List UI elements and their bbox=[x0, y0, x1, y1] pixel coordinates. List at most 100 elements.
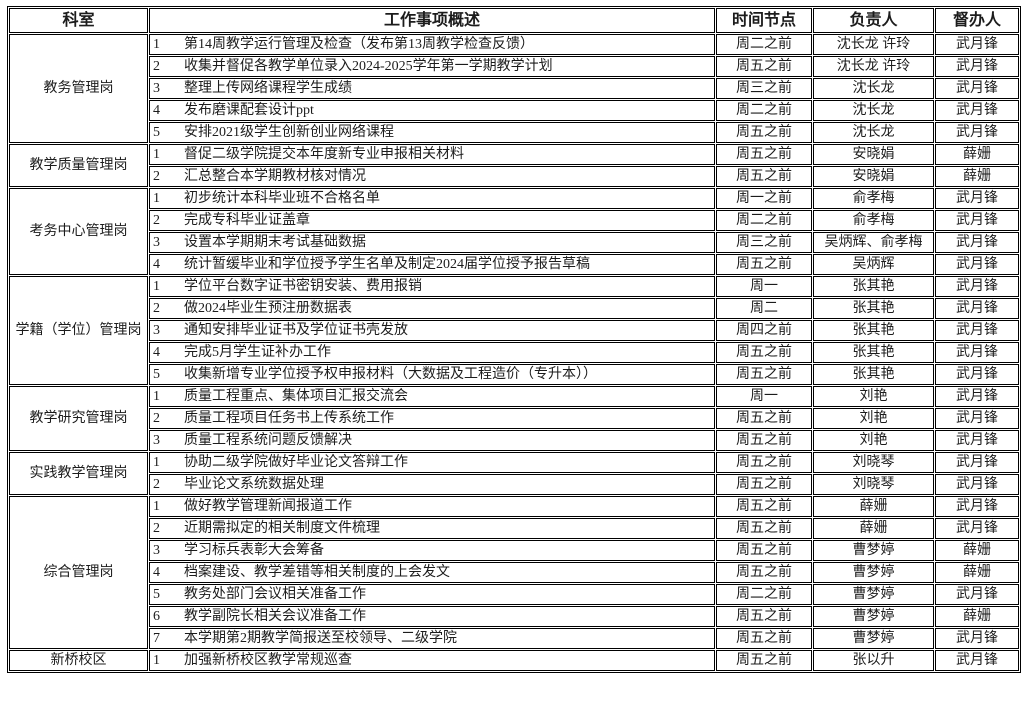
supervisor-cell: 薛姗 bbox=[935, 144, 1019, 165]
item-number: 2 bbox=[153, 300, 160, 316]
owner-cell: 曹梦婷 bbox=[813, 628, 934, 649]
table-row: 2 质量工程项目任务书上传系统工作 周五之前 刘艳 武月锋 bbox=[9, 408, 1019, 429]
item-description: 收集新增专业学位授予权申报材料（大数据及工程造价（专升本）） bbox=[184, 366, 597, 382]
time-node-cell: 周五之前 bbox=[716, 562, 812, 583]
item-number: 4 bbox=[153, 564, 160, 580]
owner-cell: 安晓娟 bbox=[813, 144, 934, 165]
work-item-cell: 7 本学期第2期教学简报送至校领导、二级学院 bbox=[149, 628, 715, 649]
work-item-cell: 6 教学副院长相关会议准备工作 bbox=[149, 606, 715, 627]
table-row: 7 本学期第2期教学简报送至校领导、二级学院 周五之前 曹梦婷 武月锋 bbox=[9, 628, 1019, 649]
time-node-cell: 周一之前 bbox=[716, 188, 812, 209]
item-description: 教务处部门会议相关准备工作 bbox=[184, 586, 366, 602]
item-number: 5 bbox=[153, 586, 160, 602]
item-number: 1 bbox=[153, 36, 160, 52]
item-description: 质量工程系统问题反馈解决 bbox=[184, 432, 352, 448]
table-row: 3 质量工程系统问题反馈解决 周五之前 刘艳 武月锋 bbox=[9, 430, 1019, 451]
work-item-cell: 1 初步统计本科毕业班不合格名单 bbox=[149, 188, 715, 209]
table-row: 实践教学管理岗 1 协助二级学院做好毕业论文答辩工作 周五之前 刘晓琴 武月锋 bbox=[9, 452, 1019, 495]
item-description: 质量工程项目任务书上传系统工作 bbox=[184, 410, 394, 426]
item-number: 1 bbox=[153, 190, 160, 206]
table-row: 5 安排2021级学生创新创业网络课程 周五之前 沈长龙 武月锋 bbox=[9, 122, 1019, 143]
item-description: 学位平台数字证书密钥安装、费用报销 bbox=[184, 278, 422, 294]
owner-cell: 沈长龙 bbox=[813, 100, 934, 121]
table-body: 教务管理岗 1 第14周教学运行管理及检查（发布第13周教学检查反馈） 周二之前 沈长龙… bbox=[9, 34, 1019, 671]
time-node-cell: 周四之前 bbox=[716, 320, 812, 341]
work-item-cell: 3 设置本学期期末考试基础数据 bbox=[149, 232, 715, 253]
owner-cell: 沈长龙 bbox=[813, 78, 934, 99]
item-number: 1 bbox=[153, 454, 160, 470]
table-row: 2 近期需拟定的相关制度文件梳理 周五之前 薛姗 武月锋 bbox=[9, 518, 1019, 539]
item-description: 发布磨课配套设计ppt bbox=[184, 102, 314, 118]
item-number: 2 bbox=[153, 168, 160, 184]
time-node-cell: 周五之前 bbox=[716, 496, 812, 517]
work-item-cell: 3 通知安排毕业证书及学位证书壳发放 bbox=[149, 320, 715, 341]
column-header-time-node: 时间节点 bbox=[716, 8, 812, 33]
supervisor-cell: 武月锋 bbox=[935, 430, 1019, 451]
item-number: 6 bbox=[153, 608, 160, 624]
time-node-cell: 周五之前 bbox=[716, 144, 812, 165]
item-description: 质量工程重点、集体项目汇报交流会 bbox=[184, 388, 408, 404]
time-node-cell: 周一 bbox=[716, 386, 812, 407]
item-description: 档案建设、教学差错等相关制度的上会发文 bbox=[184, 564, 450, 580]
department-cell: 新桥校区 bbox=[9, 650, 148, 671]
item-number: 3 bbox=[153, 542, 160, 558]
department-cell: 教学研究管理岗 bbox=[9, 386, 148, 451]
owner-cell: 曹梦婷 bbox=[813, 606, 934, 627]
item-number: 3 bbox=[153, 234, 160, 250]
item-description: 加强新桥校区教学常规巡查 bbox=[184, 652, 352, 668]
table-row: 6 教学副院长相关会议准备工作 周五之前 曹梦婷 薛姗 bbox=[9, 606, 1019, 627]
time-node-cell: 周五之前 bbox=[716, 606, 812, 627]
work-item-cell: 1 协助二级学院做好毕业论文答辩工作 bbox=[149, 452, 715, 473]
item-description: 完成5月学生证补办工作 bbox=[184, 344, 331, 360]
time-node-cell: 周五之前 bbox=[716, 518, 812, 539]
time-node-cell: 周五之前 bbox=[716, 56, 812, 77]
work-item-cell: 4 统计暂缓毕业和学位授予学生名单及制定2024届学位授予报告草稿 bbox=[149, 254, 715, 275]
table-row: 3 整理上传网络课程学生成绩 周三之前 沈长龙 武月锋 bbox=[9, 78, 1019, 99]
work-item-cell: 5 收集新增专业学位授予权申报材料（大数据及工程造价（专升本）） bbox=[149, 364, 715, 385]
table-row: 教学研究管理岗 1 质量工程重点、集体项目汇报交流会 周一 刘艳 武月锋 bbox=[9, 386, 1019, 451]
owner-cell: 刘艳 bbox=[813, 386, 934, 407]
item-number: 7 bbox=[153, 630, 160, 646]
supervisor-cell: 武月锋 bbox=[935, 122, 1019, 143]
item-number: 2 bbox=[153, 58, 160, 74]
time-node-cell: 周二之前 bbox=[716, 584, 812, 605]
item-description: 统计暂缓毕业和学位授予学生名单及制定2024届学位授予报告草稿 bbox=[184, 256, 590, 272]
time-node-cell: 周五之前 bbox=[716, 408, 812, 429]
supervisor-cell: 武月锋 bbox=[935, 518, 1019, 539]
supervisor-cell: 武月锋 bbox=[935, 474, 1019, 495]
table-row: 2 完成专科毕业证盖章 周二之前 俞孝梅 武月锋 bbox=[9, 210, 1019, 231]
owner-cell: 吴炳辉、俞孝梅 bbox=[813, 232, 934, 253]
item-number: 1 bbox=[153, 652, 160, 668]
time-node-cell: 周五之前 bbox=[716, 474, 812, 495]
table-row: 2 汇总整合本学期教材核对情况 周五之前 安晓娟 薛姗 bbox=[9, 166, 1019, 187]
owner-cell: 刘晓琴 bbox=[813, 474, 934, 495]
time-node-cell: 周五之前 bbox=[716, 254, 812, 275]
item-number: 3 bbox=[153, 80, 160, 96]
item-description: 毕业论文系统数据处理 bbox=[184, 476, 324, 492]
supervisor-cell: 武月锋 bbox=[935, 188, 1019, 209]
owner-cell: 曹梦婷 bbox=[813, 584, 934, 605]
item-description: 教学副院长相关会议准备工作 bbox=[184, 608, 366, 624]
item-description: 初步统计本科毕业班不合格名单 bbox=[184, 190, 380, 206]
item-description: 第14周教学运行管理及检查（发布第13周教学检查反馈） bbox=[184, 36, 534, 52]
item-number: 2 bbox=[153, 476, 160, 492]
table-row: 教学质量管理岗 1 督促二级学院提交本年度新专业申报相关材料 周五之前 安晓娟 薛姗 bbox=[9, 144, 1019, 187]
work-item-cell: 2 汇总整合本学期教材核对情况 bbox=[149, 166, 715, 187]
owner-cell: 薛姗 bbox=[813, 496, 934, 517]
work-item-cell: 4 档案建设、教学差错等相关制度的上会发文 bbox=[149, 562, 715, 583]
supervisor-cell: 武月锋 bbox=[935, 650, 1019, 671]
work-item-cell: 2 收集并督促各教学单位录入2024-2025学年第一学期教学计划 bbox=[149, 56, 715, 77]
table-row: 学籍（学位）管理岗 1 学位平台数字证书密钥安装、费用报销 周一 张其艳 武月锋 bbox=[9, 276, 1019, 385]
work-item-cell: 3 质量工程系统问题反馈解决 bbox=[149, 430, 715, 451]
owner-cell: 刘艳 bbox=[813, 430, 934, 451]
item-description: 收集并督促各教学单位录入2024-2025学年第一学期教学计划 bbox=[184, 58, 553, 74]
item-description: 汇总整合本学期教材核对情况 bbox=[184, 168, 366, 184]
work-item-cell: 1 督促二级学院提交本年度新专业申报相关材料 bbox=[149, 144, 715, 165]
supervisor-cell: 武月锋 bbox=[935, 386, 1019, 407]
supervisor-cell: 武月锋 bbox=[935, 628, 1019, 649]
supervisor-cell: 武月锋 bbox=[935, 56, 1019, 77]
item-number: 5 bbox=[153, 124, 160, 140]
time-node-cell: 周五之前 bbox=[716, 430, 812, 451]
supervisor-cell: 武月锋 bbox=[935, 100, 1019, 121]
item-description: 近期需拟定的相关制度文件梳理 bbox=[184, 520, 380, 536]
